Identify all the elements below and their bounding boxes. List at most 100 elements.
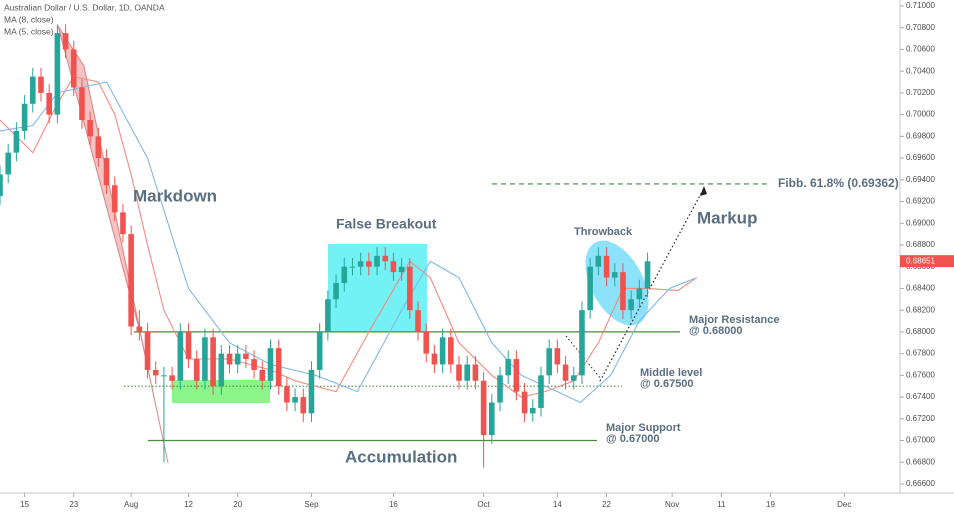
- annotation: Markdown: [133, 186, 217, 205]
- y-tick-label: 0.69800: [906, 131, 935, 140]
- annotation: Fibb. 61.8% (0.69362): [778, 176, 899, 190]
- candle-body: [13, 130, 20, 153]
- candle-body: [464, 364, 471, 381]
- y-tick-label: 0.66600: [906, 479, 935, 488]
- candle-body: [489, 402, 495, 436]
- candle-body: [628, 299, 634, 311]
- candle-body: [169, 375, 175, 381]
- ma-line: [0, 75, 698, 398]
- candle-body: [210, 337, 216, 387]
- ma-line: [0, 81, 697, 404]
- annotation: Markup: [697, 208, 757, 227]
- candle-body: [54, 33, 61, 115]
- annotation: Major Resistance: [689, 314, 779, 326]
- arrow-head: [700, 186, 707, 196]
- y-tick-label: 0.67000: [906, 436, 935, 445]
- annotations: Markdown False Breakout Accumulation Thr…: [133, 176, 899, 466]
- y-tick-label: 0.70600: [906, 45, 935, 54]
- candle-body: [79, 87, 85, 121]
- candle-body: [562, 364, 569, 381]
- x-tick-label: Nov: [665, 500, 679, 509]
- candle-body: [620, 272, 626, 311]
- x-tick-label: 19: [766, 500, 775, 509]
- legend-entry: MA (5, close): [4, 26, 54, 36]
- last-price-label: 0.68651: [906, 256, 935, 265]
- x-tick-label: 22: [602, 500, 611, 509]
- y-tick-label: 0.67200: [906, 414, 935, 423]
- legend-entry: MA (8, close): [4, 14, 54, 24]
- y-tick-label: 0.66800: [906, 457, 935, 466]
- y-tick-label: 0.70000: [906, 110, 935, 119]
- candle-body: [202, 337, 208, 381]
- y-tick-label: 0.68400: [906, 284, 935, 293]
- candle-body: [431, 353, 438, 365]
- y-tick-label: 0.69000: [906, 218, 935, 227]
- candle-body: [341, 266, 348, 284]
- legend-title: Australian Dollar / U.S. Dollar, 1D, OAN…: [4, 2, 165, 12]
- candle-body: [366, 261, 372, 267]
- candle-body: [595, 255, 602, 267]
- y-tick-label: 0.67800: [906, 349, 935, 358]
- candle-body: [579, 310, 585, 376]
- annotation: Middle level: [640, 367, 702, 379]
- candle-body: [38, 76, 44, 93]
- candle-body: [382, 255, 389, 262]
- candle-body: [480, 380, 487, 436]
- candle-body: [275, 348, 282, 387]
- candle-body: [292, 397, 298, 403]
- annotation: Major Support: [606, 422, 681, 434]
- x-tick-label: 11: [717, 500, 726, 509]
- y-tick-label: 0.70200: [906, 88, 935, 97]
- y-tick-label: 0.70400: [906, 66, 935, 75]
- candle-body: [267, 348, 274, 381]
- x-tick-label: 15: [20, 500, 29, 509]
- candle-body: [243, 353, 249, 360]
- annotation: Accumulation: [345, 447, 457, 466]
- y-tick-label: 0.67400: [906, 392, 935, 401]
- candle-body: [111, 185, 118, 213]
- candle-body: [407, 266, 413, 311]
- x-tick-label: Oct: [477, 500, 490, 509]
- candle-body: [316, 331, 323, 370]
- x-tick-label: 20: [233, 500, 242, 509]
- candle-body: [0, 174, 3, 197]
- candle-body: [636, 288, 643, 300]
- candle-body: [193, 359, 200, 381]
- candle-body: [152, 369, 159, 376]
- candle-body: [46, 92, 52, 115]
- candle-body: [587, 266, 593, 311]
- candle-body: [439, 337, 446, 365]
- annotation: @ 0.67500: [640, 378, 694, 390]
- y-tick-label: 0.68200: [906, 305, 935, 314]
- candle-body: [177, 331, 184, 381]
- y-tick-label: 0.71000: [906, 1, 935, 10]
- candle-body: [472, 364, 479, 381]
- candle-body: [226, 353, 233, 365]
- candle-body: [5, 152, 11, 175]
- x-tick-label: Dec: [837, 500, 851, 509]
- candle-body: [161, 375, 167, 377]
- markup-arrow: [599, 187, 705, 382]
- candle-body: [136, 326, 143, 332]
- candle-body: [251, 359, 257, 370]
- candle-body: [62, 33, 69, 50]
- candle-body: [144, 331, 151, 370]
- candle-body: [554, 348, 561, 365]
- candle-body: [570, 375, 577, 381]
- candle-body: [456, 364, 462, 381]
- candle-body: [390, 261, 397, 273]
- candle-body: [325, 299, 331, 332]
- candle-body: [513, 359, 520, 392]
- candle-body: [611, 272, 618, 278]
- x-tick-label: 23: [69, 500, 78, 509]
- candle-body: [521, 391, 528, 414]
- candle-body: [308, 369, 315, 414]
- candle-body: [374, 255, 380, 267]
- candle-body: [284, 386, 290, 403]
- candle-body: [497, 375, 503, 403]
- candle-body: [120, 212, 126, 235]
- candle-body: [398, 266, 405, 273]
- legend: Australian Dollar / U.S. Dollar, 1D, OAN…: [4, 2, 165, 36]
- y-tick-label: 0.67600: [906, 370, 935, 379]
